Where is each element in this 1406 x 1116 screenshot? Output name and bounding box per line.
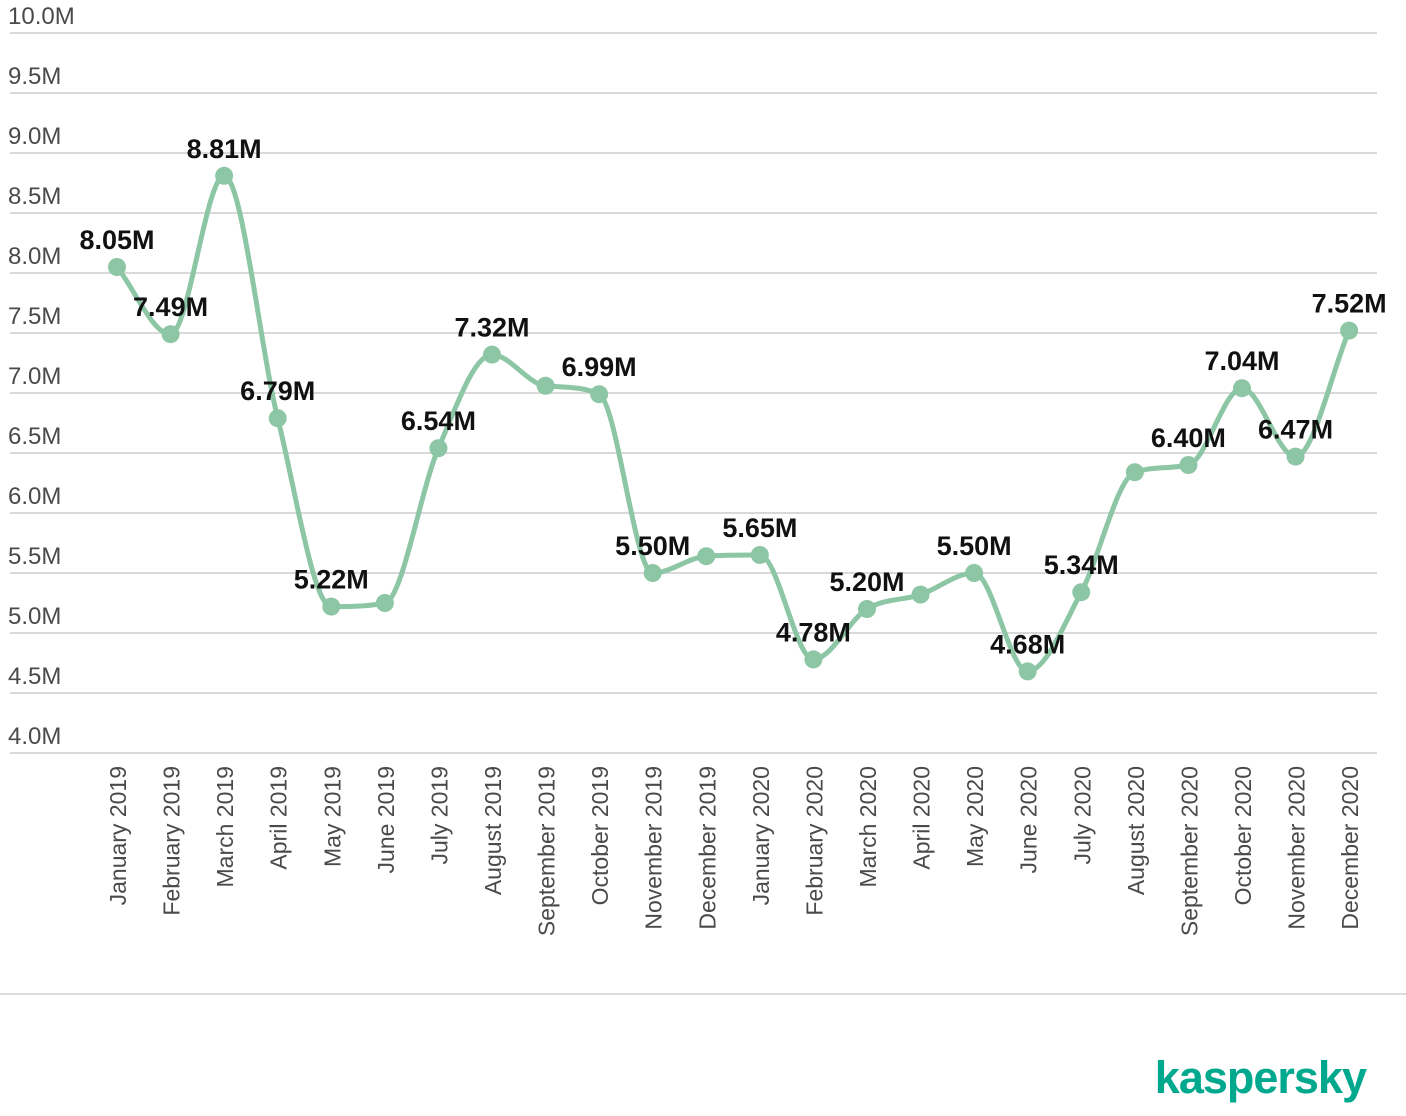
point-value-label: 6.47M (1258, 415, 1333, 445)
y-tick-label: 7.0M (8, 363, 61, 390)
x-tick-label: May 2020 (962, 766, 988, 867)
x-tick-label: April 2019 (266, 766, 292, 870)
x-tick-label: December 2019 (694, 766, 720, 930)
point-value-label: 5.22M (294, 565, 369, 595)
data-point (1018, 662, 1037, 681)
data-point (643, 564, 662, 582)
point-labels: 8.05M 7.49M 8.81M 6.79M 5.22M 6.54M 7.32M 6.99M… (79, 134, 1386, 660)
point-value-label: 6.79M (240, 376, 315, 406)
x-tick-label: February 2020 (801, 766, 827, 916)
point-value-label: 5.34M (1044, 550, 1119, 580)
data-point (857, 600, 876, 618)
y-tick-label: 9.0M (8, 123, 61, 150)
y-tick-label: 5.0M (8, 603, 61, 630)
x-tick-label: October 2019 (587, 766, 613, 905)
data-point (1072, 583, 1091, 602)
brand-logo: kaspersky (1154, 1052, 1367, 1103)
point-value-label: 6.54M (401, 406, 476, 436)
data-point (804, 650, 823, 669)
x-tick-label: May 2019 (319, 766, 345, 867)
point-value-label: 6.99M (562, 352, 637, 382)
x-tick-label: August 2019 (480, 766, 506, 895)
data-point (1232, 379, 1251, 398)
x-tick-label: August 2020 (1123, 766, 1149, 895)
point-value-label: 5.50M (937, 531, 1012, 561)
data-point (482, 345, 501, 364)
x-tick-label: July 2019 (426, 766, 452, 864)
x-tick-label: September 2020 (1176, 766, 1202, 936)
data-point (1125, 463, 1144, 482)
y-tick-label: 10.0M (8, 3, 75, 30)
y-tick-label: 7.5M (8, 303, 61, 330)
x-tick-label: November 2019 (641, 766, 667, 930)
data-point (1286, 447, 1305, 466)
x-axis-labels: January 2019 February 2019 March 2019 April… (105, 766, 1363, 936)
x-tick-label: September 2019 (534, 766, 560, 936)
data-point (429, 439, 448, 458)
data-point (750, 546, 769, 564)
x-tick-label: January 2020 (748, 766, 774, 905)
y-tick-label: 4.5M (8, 663, 61, 690)
x-tick-label: March 2019 (212, 766, 238, 887)
data-point (536, 376, 555, 395)
data-point (108, 258, 126, 276)
x-tick-label: October 2020 (1230, 766, 1256, 905)
y-tick-label: 8.5M (8, 183, 61, 210)
data-point (1179, 456, 1198, 474)
data-point (1340, 321, 1359, 340)
data-point (268, 409, 287, 428)
point-value-label: 4.68M (990, 629, 1065, 659)
point-value-label: 7.32M (454, 313, 529, 343)
x-tick-label: March 2020 (855, 766, 881, 887)
y-axis-labels: 4.0M 4.5M 5.0M 5.5M 6.0M 6.5M 7.0M 7.5M 8.0M 8.5M… (8, 3, 75, 750)
x-tick-label: November 2020 (1284, 766, 1310, 930)
y-tick-label: 9.5M (8, 63, 61, 90)
point-value-label: 8.81M (187, 134, 262, 164)
data-point (215, 166, 234, 185)
data-point (697, 547, 716, 566)
y-tick-label: 8.0M (8, 243, 61, 270)
y-tick-label: 4.0M (8, 723, 61, 750)
y-tick-label: 5.5M (8, 543, 61, 570)
data-point (161, 325, 180, 344)
point-value-label: 4.78M (776, 617, 851, 647)
x-tick-label: July 2020 (1069, 766, 1095, 864)
data-point (322, 597, 341, 616)
x-tick-label: December 2020 (1337, 766, 1363, 930)
point-value-label: 8.05M (79, 225, 154, 255)
y-tick-label: 6.0M (8, 483, 61, 510)
data-point (590, 385, 609, 404)
point-value-label: 7.04M (1204, 346, 1279, 376)
data-point (375, 594, 394, 612)
footer-divider (0, 993, 1406, 995)
x-tick-label: January 2019 (105, 766, 131, 905)
gridlines (10, 32, 1377, 754)
point-value-label: 7.49M (133, 292, 208, 322)
line-chart: 4.0M 4.5M 5.0M 5.5M 6.0M 6.5M 7.0M 7.5M 8.0M 8.5M… (8, 3, 1387, 936)
x-tick-label: June 2020 (1016, 766, 1042, 873)
x-tick-label: February 2019 (159, 766, 185, 916)
point-value-label: 5.20M (829, 567, 904, 597)
y-tick-label: 6.5M (8, 423, 61, 450)
point-value-label: 7.52M (1312, 289, 1387, 319)
point-value-label: 5.65M (722, 513, 797, 543)
x-tick-label: June 2019 (373, 766, 399, 873)
point-value-label: 5.50M (615, 531, 690, 561)
data-point (911, 585, 930, 604)
series-markers (108, 166, 1359, 681)
point-value-label: 6.40M (1151, 423, 1226, 453)
data-point (965, 564, 984, 582)
x-tick-label: April 2020 (909, 766, 935, 870)
